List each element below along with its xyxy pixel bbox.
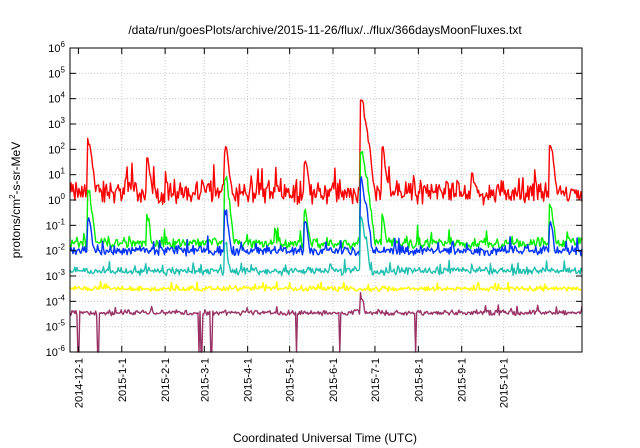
x-tick-label: 2015-3-1 bbox=[199, 358, 211, 402]
flux-series-5 bbox=[69, 291, 583, 353]
y-tick-label: 10-4 bbox=[46, 293, 66, 308]
y-tick-label: 102 bbox=[48, 141, 65, 156]
y-tick-label: 10-2 bbox=[46, 243, 66, 258]
series-group bbox=[69, 99, 583, 353]
y-tick-label: 10-1 bbox=[46, 217, 66, 232]
flux-series-2 bbox=[69, 176, 583, 257]
chart-title: /data/run/goesPlots/archive/2015-11-26/f… bbox=[128, 23, 522, 37]
y-axis-ticks: 10-6 10-5 10-4 10-3 10-2 10-1 100 101 102 103 104 1… bbox=[46, 40, 582, 359]
flux-series-3 bbox=[69, 216, 583, 276]
y-tick-label: 105 bbox=[48, 65, 65, 80]
x-tick-label: 2015-4-1 bbox=[243, 358, 255, 402]
y-tick-label: 106 bbox=[48, 40, 65, 55]
x-tick-label: 2015-10-1 bbox=[499, 358, 511, 408]
x-tick-label: 2015-8-1 bbox=[413, 358, 425, 402]
y-tick-label: 103 bbox=[48, 116, 65, 131]
x-tick-label: 2015-7-1 bbox=[370, 358, 382, 402]
x-tick-label: 2015-9-1 bbox=[457, 358, 469, 402]
y-tick-label: 100 bbox=[48, 192, 65, 207]
y-tick-label: 10-5 bbox=[46, 319, 66, 334]
x-tick-label: 2015-1-1 bbox=[117, 358, 129, 402]
y-tick-label: 10-6 bbox=[46, 344, 66, 359]
x-tick-label: 2014-12-1 bbox=[73, 358, 85, 408]
y-tick-label: 104 bbox=[48, 91, 65, 106]
x-tick-label: 2015-5-1 bbox=[285, 358, 297, 402]
x-tick-label: 2015-2-1 bbox=[160, 358, 172, 402]
y-tick-label: 10-3 bbox=[46, 268, 66, 283]
flux-series-0 bbox=[69, 99, 583, 207]
y-axis-label: protons/cm2-s-sr-MeV bbox=[8, 142, 23, 258]
x-axis-ticks: 2014-12-1 2015-1-1 2015-2-1 2015-3-1 2015-4-… bbox=[73, 48, 511, 408]
x-tick-label: 2015-6-1 bbox=[328, 358, 340, 402]
y-tick-label: 101 bbox=[48, 167, 65, 182]
grid-lines bbox=[70, 48, 582, 352]
x-axis-label: Coordinated Universal Time (UTC) bbox=[233, 431, 417, 445]
flux-series-4 bbox=[69, 280, 583, 293]
